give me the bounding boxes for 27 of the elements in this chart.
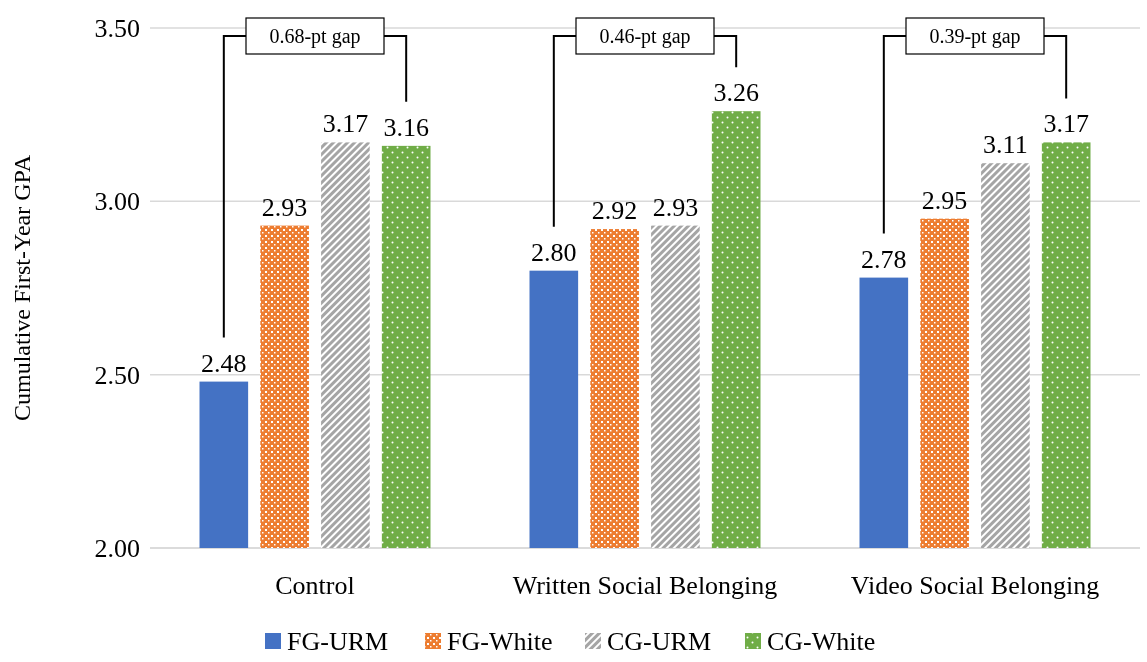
data-label: 2.78 — [861, 244, 907, 274]
data-label: 3.26 — [713, 78, 759, 108]
data-label: 2.80 — [531, 237, 577, 267]
x-tick-label: Written Social Belonging — [512, 571, 778, 600]
data-label: 2.95 — [921, 185, 968, 215]
annotation: 0.46-pt gap — [599, 25, 691, 48]
data-label: 3.11 — [983, 130, 1028, 160]
data-label: 2.92 — [591, 196, 638, 226]
legend-label: FG-URM — [287, 627, 389, 657]
data-label: 3.16 — [383, 112, 429, 142]
y-tick-label: 2.50 — [94, 360, 140, 390]
data-label: 2.48 — [201, 348, 247, 378]
y-tick-label: 2.00 — [94, 534, 140, 564]
annotation: 0.68-pt gap — [269, 25, 361, 48]
data-label: 2.93 — [261, 192, 308, 222]
legend-label: CG-White — [767, 627, 876, 657]
legend-label: CG-URM — [607, 627, 712, 657]
y-tick-label: 3.00 — [94, 187, 140, 217]
y-tick-label: 3.50 — [94, 14, 140, 44]
y-axis-title: Cumulative First-Year GPA — [9, 154, 35, 422]
x-tick-label: Video Social Belonging — [850, 571, 1100, 600]
annotation: 0.39-pt gap — [929, 25, 1021, 48]
legend-label: FG-White — [447, 627, 553, 657]
data-label: 3.17 — [322, 109, 369, 139]
data-label: 2.93 — [652, 192, 699, 222]
x-tick-label: Control — [275, 571, 355, 600]
data-label: 3.17 — [1043, 109, 1089, 139]
